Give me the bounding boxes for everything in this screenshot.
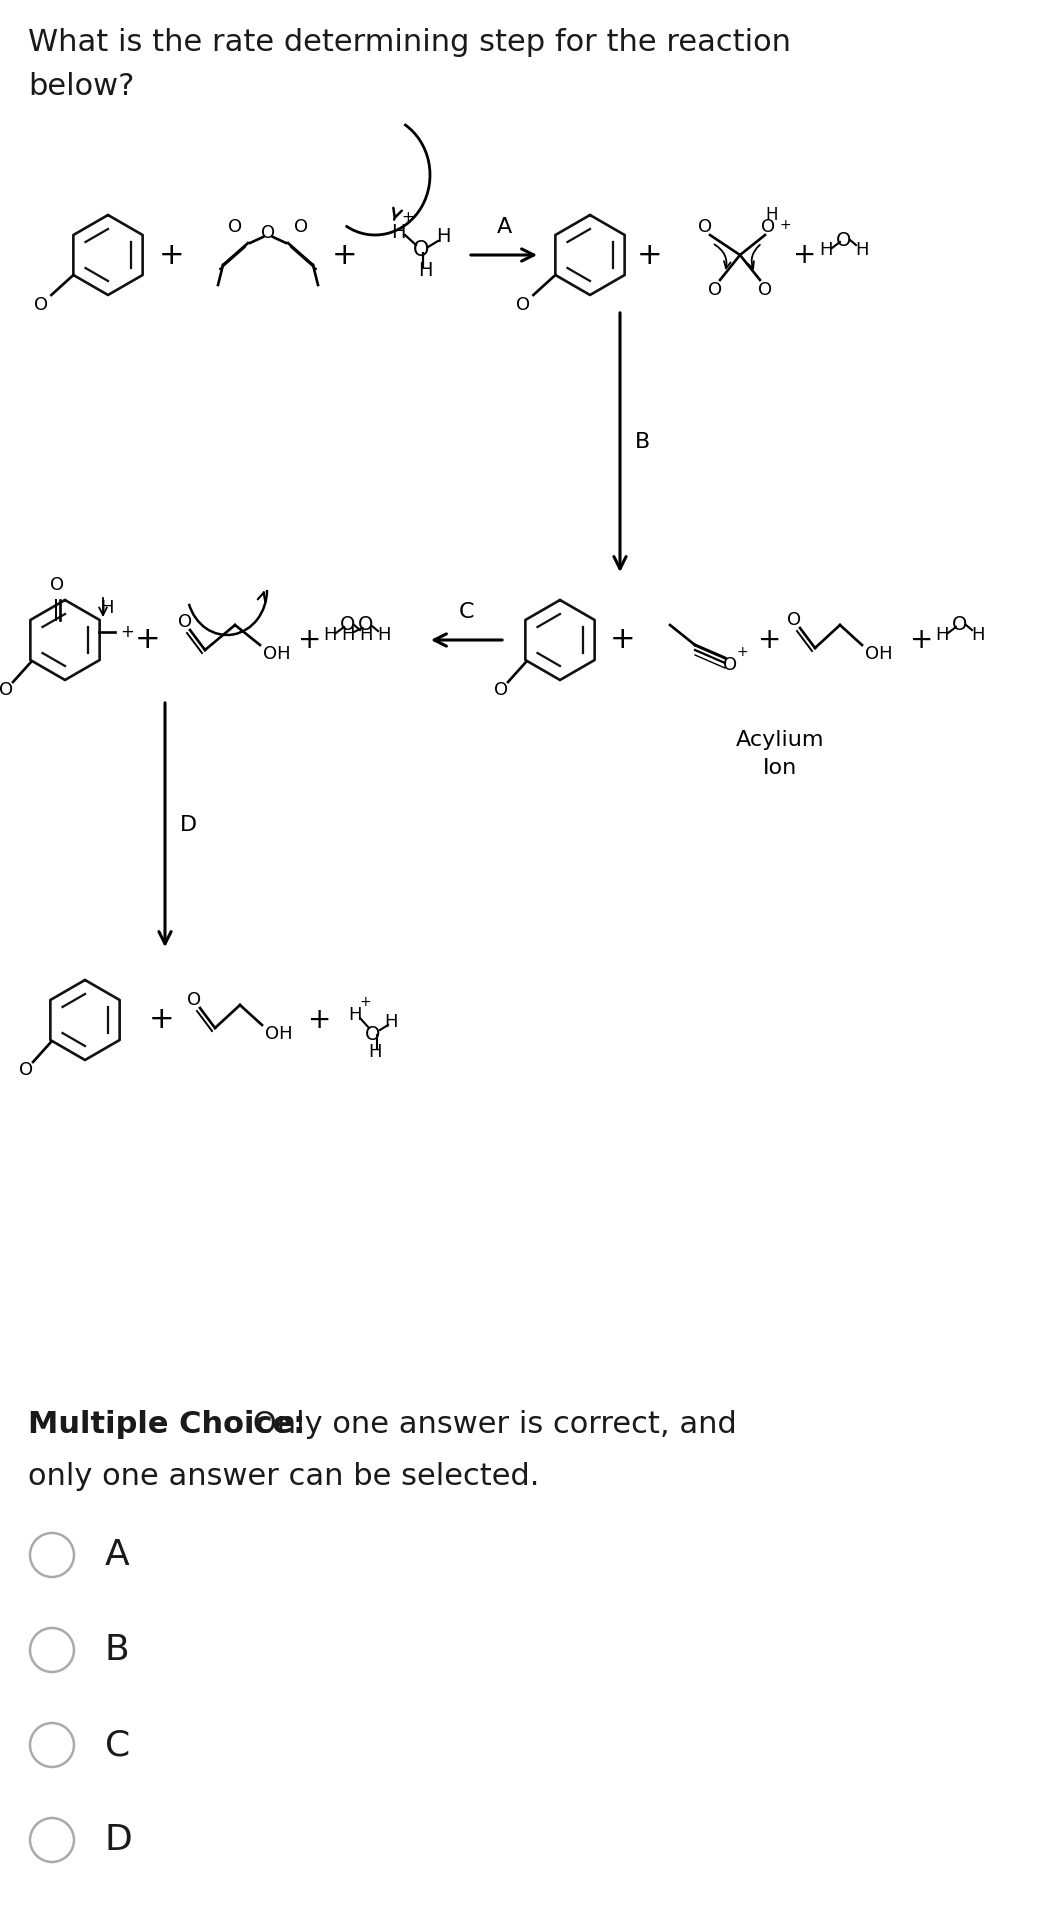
Text: +: + xyxy=(610,626,636,655)
Text: O: O xyxy=(758,280,772,300)
Text: OH: OH xyxy=(263,645,291,662)
Text: O: O xyxy=(50,576,64,593)
Text: O: O xyxy=(761,219,775,236)
Text: H: H xyxy=(349,1006,362,1023)
Text: below?: below? xyxy=(28,71,134,102)
Text: O: O xyxy=(837,230,851,250)
Text: O: O xyxy=(187,991,201,1010)
Text: D: D xyxy=(180,814,197,835)
Text: H: H xyxy=(359,626,373,643)
Text: Multiple Choice:: Multiple Choice: xyxy=(28,1409,306,1438)
Text: O: O xyxy=(19,1062,34,1079)
Text: +: + xyxy=(794,242,817,269)
Text: Acylium
Ion: Acylium Ion xyxy=(736,730,824,778)
Text: +: + xyxy=(359,995,371,1010)
Text: O: O xyxy=(698,219,712,236)
Text: O: O xyxy=(708,280,722,300)
Text: +: + xyxy=(298,626,321,655)
Text: A: A xyxy=(105,1538,130,1572)
Text: +: + xyxy=(332,240,358,269)
Text: +: + xyxy=(149,1006,175,1035)
Text: +: + xyxy=(779,219,790,232)
Text: +: + xyxy=(120,622,134,641)
Text: +: + xyxy=(402,209,415,225)
Text: C: C xyxy=(459,603,474,622)
Text: Only one answer is correct, and: Only one answer is correct, and xyxy=(243,1409,737,1438)
Text: H: H xyxy=(418,261,432,280)
Text: OH: OH xyxy=(265,1025,292,1043)
Text: O: O xyxy=(294,219,308,236)
Text: O: O xyxy=(787,611,801,630)
Text: H: H xyxy=(101,599,114,616)
Text: O: O xyxy=(35,296,48,315)
Text: O: O xyxy=(413,240,429,259)
Text: +: + xyxy=(308,1006,332,1035)
Text: O: O xyxy=(0,682,13,699)
Text: D: D xyxy=(105,1822,133,1857)
Text: +: + xyxy=(159,240,185,269)
Text: H: H xyxy=(855,242,869,259)
Text: OH: OH xyxy=(865,645,893,662)
Text: O: O xyxy=(358,616,374,634)
Text: O: O xyxy=(953,616,967,634)
Text: H: H xyxy=(436,227,450,246)
Text: O: O xyxy=(365,1025,381,1044)
Text: +: + xyxy=(910,626,934,655)
Text: +: + xyxy=(638,240,663,269)
Text: O: O xyxy=(340,616,356,634)
Text: A: A xyxy=(496,217,512,236)
Text: H: H xyxy=(391,223,405,242)
Text: H: H xyxy=(384,1014,398,1031)
Text: H: H xyxy=(765,205,778,225)
Text: +: + xyxy=(135,626,161,655)
Text: H: H xyxy=(819,242,832,259)
Text: What is the rate determining step for the reaction: What is the rate determining step for th… xyxy=(28,29,790,58)
Text: O: O xyxy=(228,219,242,236)
Text: H: H xyxy=(377,626,391,643)
Text: B: B xyxy=(634,432,650,453)
Text: O: O xyxy=(178,612,192,632)
Text: +: + xyxy=(758,626,782,655)
Text: H: H xyxy=(341,626,355,643)
Text: H: H xyxy=(324,626,337,643)
Text: H: H xyxy=(935,626,949,643)
Text: H: H xyxy=(972,626,985,643)
Text: only one answer can be selected.: only one answer can be selected. xyxy=(28,1461,539,1492)
Text: H: H xyxy=(369,1043,382,1062)
Text: C: C xyxy=(105,1728,130,1763)
Text: O: O xyxy=(494,682,508,699)
Text: O: O xyxy=(516,296,531,315)
Text: O: O xyxy=(261,225,275,242)
Text: B: B xyxy=(105,1634,130,1667)
Text: O: O xyxy=(722,657,737,674)
Text: +: + xyxy=(736,645,748,659)
